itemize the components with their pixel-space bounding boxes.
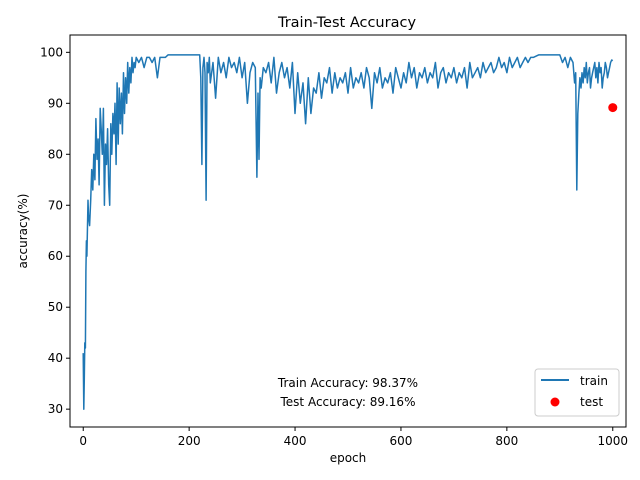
y-tick-label: 50 [48, 300, 63, 314]
y-tick-label: 80 [48, 147, 63, 161]
legend-train-label: train [580, 374, 608, 388]
x-tick-label: 200 [178, 434, 201, 448]
y-tick-label: 90 [48, 96, 63, 110]
test-accuracy-annotation: Test Accuracy: 89.16% [280, 395, 416, 409]
x-tick-label: 0 [79, 434, 87, 448]
test-series-point [608, 103, 618, 113]
y-tick-label: 40 [48, 351, 63, 365]
x-tick-label: 800 [495, 434, 518, 448]
x-tick-label: 1000 [597, 434, 628, 448]
plot-frame [69, 34, 627, 428]
train-accuracy-annotation: Train Accuracy: 98.37% [277, 376, 418, 390]
legend-test-label: test [580, 395, 603, 409]
y-axis: 30 40 50 60 70 80 90 100 [40, 45, 70, 416]
x-axis: 0 200 400 600 800 1000 [79, 427, 628, 448]
train-series-line [82, 54, 614, 410]
plot-area [82, 54, 618, 410]
legend: train test [534, 368, 620, 417]
y-tick-label: 70 [48, 198, 63, 212]
x-tick-label: 400 [284, 434, 307, 448]
y-axis-label: accuracy(%) [16, 194, 30, 269]
y-tick-label: 100 [40, 45, 63, 59]
y-tick-label: 30 [48, 402, 63, 416]
x-axis-label: epoch [330, 451, 367, 465]
legend-test-swatch [550, 397, 560, 407]
y-tick-label: 60 [48, 249, 63, 263]
chart-title: Train-Test Accuracy [277, 15, 416, 31]
x-tick-label: 600 [389, 434, 412, 448]
